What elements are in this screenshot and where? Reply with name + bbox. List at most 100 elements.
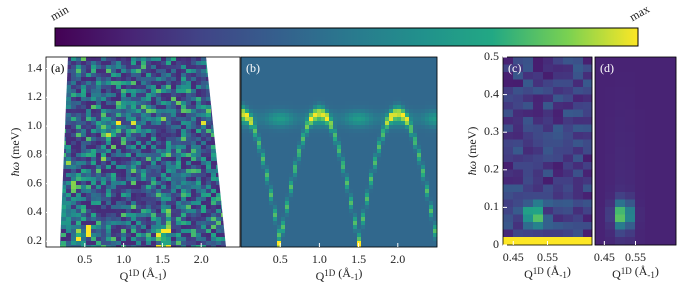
heat-cell [377,209,381,213]
heat-cell [393,105,397,109]
heat-cell [265,105,269,109]
heat-cell [156,125,161,129]
heat-cell [101,105,106,109]
heat-cell [373,149,377,153]
heat-cell [425,101,429,105]
heat-cell [357,77,361,81]
heat-cell [413,177,417,181]
heat-cell [421,129,425,133]
heat-cell [353,73,357,77]
heat-cell [151,165,156,169]
heat-cell [91,177,96,181]
heat-cell [81,145,86,149]
heat-cell [281,165,285,169]
heat-cell [221,209,226,213]
heat-cell [615,125,625,133]
heat-cell [349,65,353,69]
heat-cell [373,109,377,113]
heat-cell [369,173,373,177]
heat-cell [389,233,393,237]
heat-cell [221,225,226,229]
heat-cell [381,121,385,125]
heat-cell [221,169,226,173]
heat-cell [131,237,136,241]
heat-cell [181,137,186,141]
heat-cell [341,221,345,225]
heat-cell [216,165,221,169]
heat-cell [61,177,66,181]
heat-cell [309,73,313,77]
heat-cell [297,93,301,97]
heat-cell [231,225,236,229]
heat-cell [349,105,353,109]
heat-cell [385,109,389,113]
heat-cell [51,133,56,137]
heat-cell [289,201,293,205]
heat-cell [405,133,409,137]
heat-cell [281,201,285,205]
heat-cell [309,69,313,73]
heat-cell [241,57,245,61]
heat-cell [397,101,401,105]
heat-cell [161,129,166,133]
heat-cell [226,129,231,133]
heat-cell [325,73,329,77]
heat-cell [81,225,86,229]
heat-cell [216,109,221,113]
heat-cell [156,205,161,209]
heat-cell [221,61,226,65]
heat-cell [245,77,249,81]
heat-cell [273,193,277,197]
heat-cell [176,129,181,133]
heat-cell [281,241,285,245]
heat-cell [46,157,51,161]
heat-cell [385,197,389,201]
heat-cell [353,97,357,101]
heat-cell [241,169,245,173]
heat-cell [61,197,66,201]
heat-cell [377,113,381,117]
heat-cell [317,153,321,157]
heat-cell [401,225,405,229]
heat-cell [281,237,285,241]
heat-cell [201,93,206,97]
heat-cell [321,229,325,233]
heat-cell [121,145,126,149]
heat-cell [86,73,91,77]
heat-cell [345,241,349,245]
heat-cell [321,209,325,213]
heat-cell [249,189,253,193]
heat-cell [141,133,146,137]
heat-cell [397,173,401,177]
heat-cell [131,149,136,153]
heat-cell [293,89,297,93]
heat-cell [101,129,106,133]
heat-cell [405,109,409,113]
heat-cell [329,181,333,185]
heat-cell [523,95,533,103]
heat-cell [313,121,317,125]
heat-cell [665,72,675,80]
heat-cell [211,125,216,129]
heat-cell [156,201,161,205]
heat-cell [221,97,226,101]
heat-cell [81,81,86,85]
heat-cell [293,229,297,233]
heat-cell [317,237,321,241]
heat-cell [76,81,81,85]
heat-cell [373,97,377,101]
heat-cell [583,117,592,125]
heat-cell [397,217,401,221]
heat-cell [293,81,297,85]
heat-cell [425,133,429,137]
heat-cell [357,97,361,101]
heat-cell [81,237,86,241]
heat-cell [409,173,413,177]
heat-cell [305,117,309,121]
heat-cell [523,177,533,185]
heat-cell [385,221,389,225]
heat-cell [313,213,317,217]
heat-cell [131,157,136,161]
heat-cell [231,209,236,213]
heat-cell [141,145,146,149]
